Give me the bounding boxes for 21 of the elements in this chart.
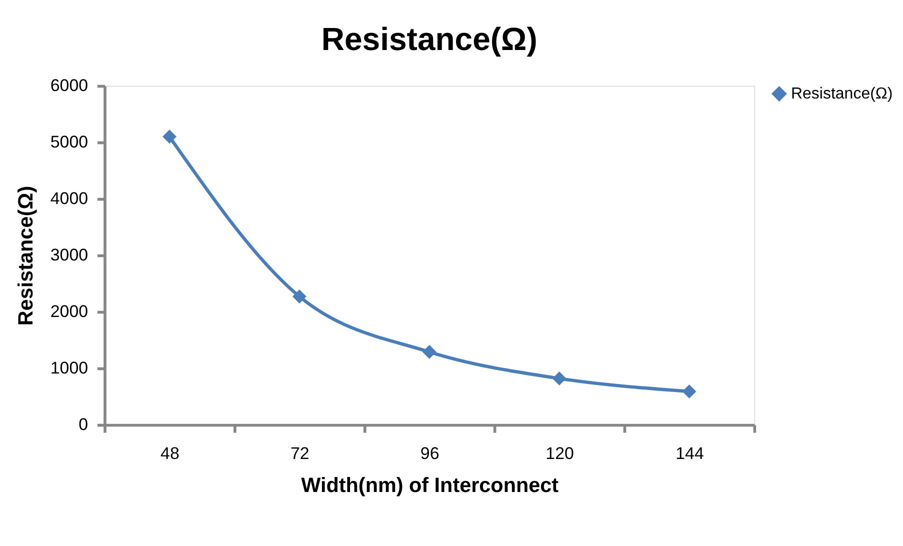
point — [552, 371, 566, 386]
x-tick-label: 120 — [546, 444, 574, 464]
y-tick-label: 4000 — [50, 188, 88, 208]
y-tick-label: 0 — [78, 414, 88, 434]
y-axis-title: Resistance(Ω) — [14, 186, 38, 326]
y-tick-label: 1000 — [50, 358, 88, 378]
legend-label: Resistance(Ω) — [790, 86, 893, 103]
x-tick-label: 48 — [160, 444, 180, 464]
point — [292, 290, 306, 304]
point — [682, 384, 696, 398]
x-tick-label: 72 — [290, 444, 310, 464]
x-tick-label: 96 — [420, 444, 440, 464]
point — [162, 130, 176, 144]
chart-title: Resistance(Ω) — [321, 21, 538, 58]
y-tick-label: 5000 — [50, 132, 88, 152]
point — [422, 344, 436, 359]
y-tick-label: 6000 — [50, 76, 88, 95]
y-tick-label: 3000 — [50, 245, 88, 264]
y-tick-label: 2000 — [50, 302, 88, 321]
x-tick-label: 144 — [676, 444, 704, 464]
x-axis-title: Width(nm) of Interconnect — [301, 474, 559, 498]
